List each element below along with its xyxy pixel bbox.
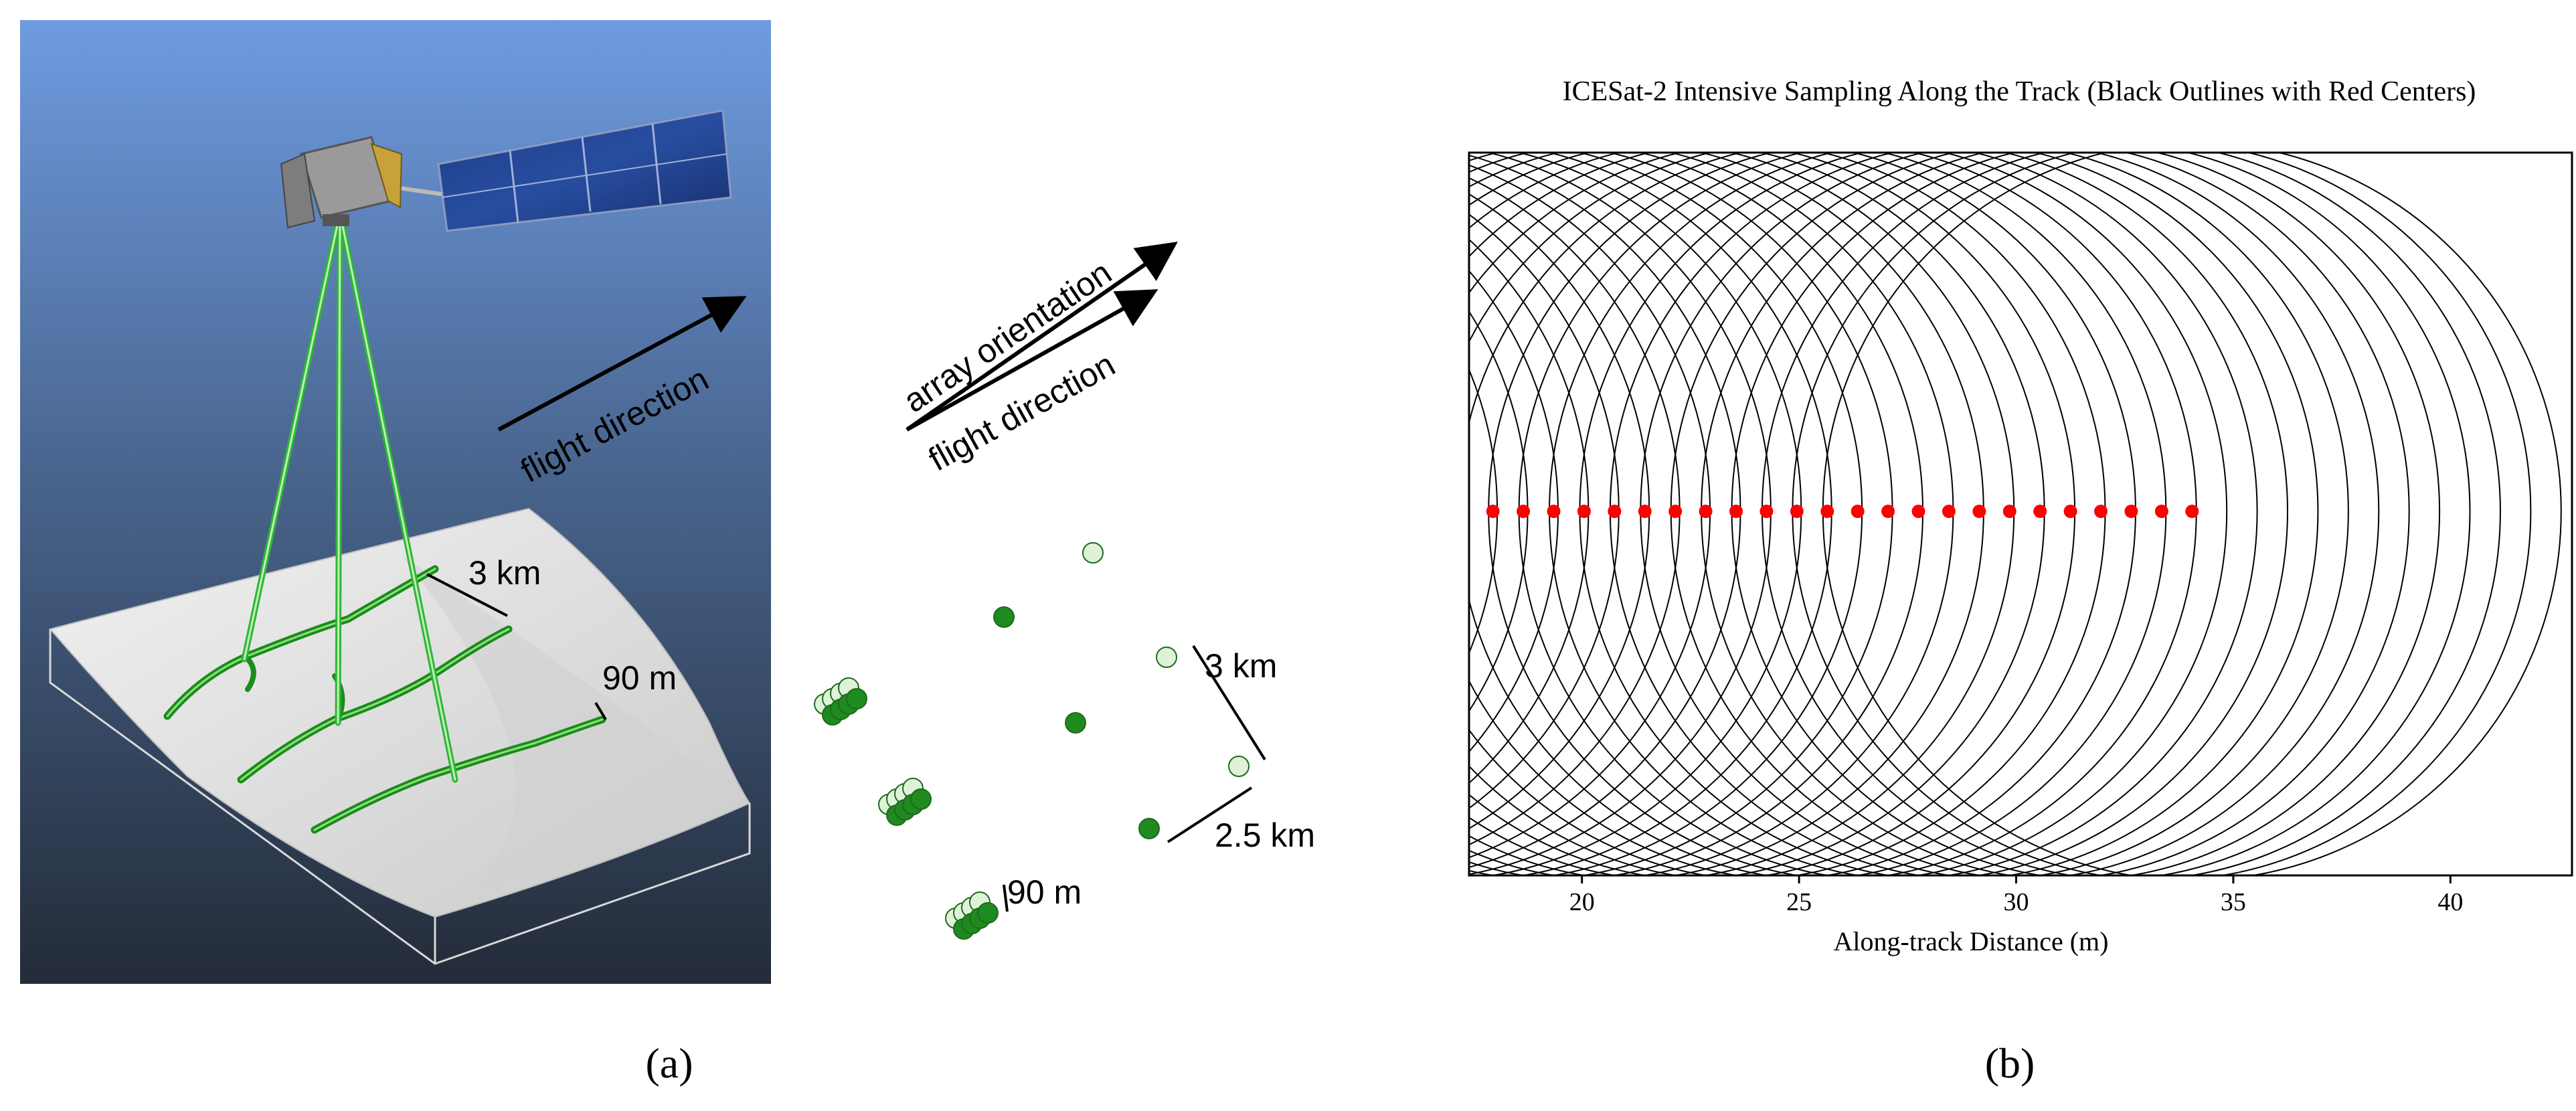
flight-direction-arrow-2 bbox=[906, 289, 1158, 432]
footprint-center-29 bbox=[1942, 505, 1956, 518]
beam-pair-label: 90 m bbox=[602, 659, 677, 697]
footprint-center-30 bbox=[1972, 505, 1986, 518]
footprint-center-32 bbox=[2033, 505, 2047, 518]
strong-beam-footprint bbox=[1065, 712, 1086, 734]
beam-pair-tick bbox=[594, 701, 607, 721]
footprint-center-19 bbox=[1638, 505, 1652, 518]
footprint-center-16 bbox=[1547, 505, 1561, 518]
strong-beam-footprint bbox=[993, 606, 1015, 628]
weak-beam-footprint bbox=[1228, 756, 1250, 777]
weak-beam-footprint bbox=[1156, 647, 1177, 668]
weak-beam-footprint bbox=[1082, 542, 1104, 564]
solar-panel bbox=[437, 109, 732, 232]
x-axis-label: Along-track Distance (m) bbox=[1834, 926, 2109, 956]
laser-beams bbox=[241, 209, 458, 783]
footprint-center-21 bbox=[1699, 505, 1713, 518]
pair-spacing-label: 3 km bbox=[1205, 647, 1277, 685]
strong-beam-footprint bbox=[1138, 818, 1160, 839]
footprint-center-22 bbox=[1729, 505, 1743, 518]
sampling-chart: ICESat-2 Intensive Sampling Along the Tr… bbox=[729, 76, 2573, 956]
footprint-center-14 bbox=[1486, 505, 1500, 518]
x-axis-ticks: 20 25 30 35 40 bbox=[1569, 875, 2463, 916]
plot-frame bbox=[1468, 151, 2573, 877]
caption-b: (b) bbox=[1985, 1039, 2035, 1087]
footprint-center-36 bbox=[2154, 505, 2168, 518]
x-tick-label: 40 bbox=[2437, 888, 2463, 916]
beam-offset-line bbox=[1167, 786, 1253, 843]
footprint-circle-4 bbox=[1469, 270, 1559, 753]
footprint-center-27 bbox=[1881, 505, 1895, 518]
beam-cluster-2 bbox=[878, 778, 932, 826]
track-spacing-tick bbox=[426, 573, 508, 617]
x-tick-label: 35 bbox=[2221, 888, 2246, 916]
satellite-icon bbox=[280, 109, 732, 232]
beam-pair-label-2: 90 m bbox=[1007, 873, 1082, 911]
x-tick-label: 30 bbox=[2004, 888, 2029, 916]
footprint-center-17 bbox=[1577, 505, 1591, 518]
flight-direction-arrow bbox=[497, 296, 747, 432]
x-tick-label: 25 bbox=[1786, 888, 1812, 916]
footprint-center-35 bbox=[2124, 505, 2138, 518]
footprint-center-18 bbox=[1608, 505, 1622, 518]
footprint-center-26 bbox=[1851, 505, 1865, 518]
caption-a: (a) bbox=[645, 1039, 693, 1087]
footprint-center-20 bbox=[1668, 505, 1683, 518]
pair-spacing-line bbox=[1192, 645, 1266, 761]
chart-title: ICESat-2 Intensive Sampling Along the Tr… bbox=[1563, 76, 2476, 107]
footprint-center-24 bbox=[1790, 505, 1804, 518]
x-tick-label: 20 bbox=[1569, 888, 1595, 916]
footprint-center-37 bbox=[2185, 505, 2199, 518]
beam-offset-label: 2.5 km bbox=[1215, 817, 1315, 854]
beam-cluster-1 bbox=[814, 677, 867, 725]
footprint-center-33 bbox=[2063, 505, 2077, 518]
footprint-center-25 bbox=[1820, 505, 1834, 518]
footprint-circle-1 bbox=[729, 143, 1467, 881]
beam-footprints bbox=[993, 542, 1250, 839]
footprint-center-13 bbox=[1469, 509, 1470, 513]
beam-pair-line bbox=[1003, 884, 1009, 912]
array-orientation-arrow bbox=[906, 242, 1178, 432]
footprint-center-31 bbox=[2002, 505, 2016, 518]
beam-array-schematic: array orientation flight direction bbox=[814, 242, 1315, 940]
footprint-circle-2 bbox=[1469, 368, 1498, 655]
footprint-center-15 bbox=[1517, 505, 1531, 518]
footprint-center-28 bbox=[1911, 505, 1925, 518]
ground-tracks bbox=[163, 565, 606, 834]
footprint-center-23 bbox=[1759, 505, 1774, 518]
satellite-illustration: flight direction 3 km 90 m bbox=[20, 20, 771, 984]
beam-cluster-3 bbox=[945, 891, 999, 940]
track-spacing-label: 3 km bbox=[468, 554, 541, 592]
footprint-center-34 bbox=[2094, 505, 2108, 518]
footprint-centers bbox=[1469, 505, 2199, 518]
